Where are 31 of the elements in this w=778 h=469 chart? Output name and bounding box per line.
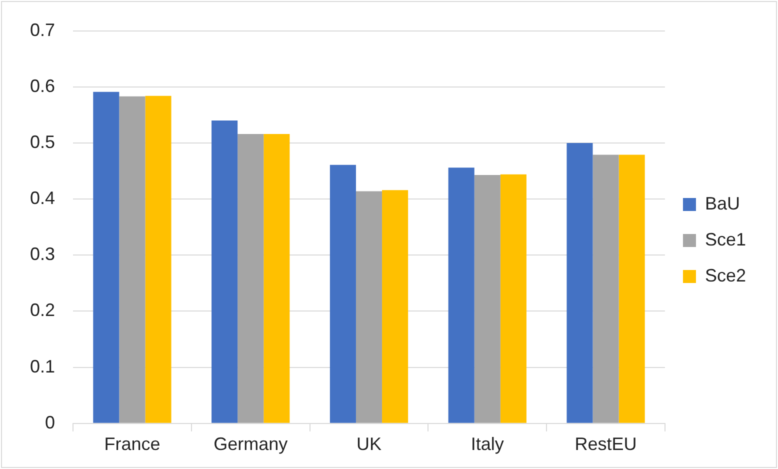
bar [238, 134, 264, 423]
bar [145, 96, 172, 423]
legend-label: Sce1 [704, 229, 746, 250]
bar [382, 190, 408, 423]
legend-label: Sce2 [704, 265, 746, 286]
legend-label: BaU [704, 193, 740, 214]
x-tick-label: France [104, 434, 160, 454]
bar [566, 142, 593, 423]
y-tick-label: 0.3 [30, 244, 56, 264]
bar [500, 174, 526, 423]
y-tick-label: 0.2 [30, 300, 56, 320]
x-tick-label: Italy [470, 434, 504, 454]
x-tick-label: UK [356, 434, 382, 454]
bar [618, 154, 645, 423]
bar [330, 164, 356, 423]
x-tick-label: RestEU [574, 434, 637, 454]
y-tick-label: 0.4 [30, 188, 56, 208]
bar [592, 154, 619, 423]
y-tick-label: 0.6 [30, 76, 56, 96]
y-tick-label: 0.5 [30, 132, 56, 152]
y-tick-label: 0.1 [30, 356, 56, 376]
bar [356, 191, 382, 423]
y-tick-label: 0.7 [30, 20, 56, 40]
bar [212, 120, 238, 423]
y-tick-label: 0 [45, 412, 56, 432]
bar [119, 96, 146, 423]
bar [448, 168, 474, 423]
x-tick-label: Germany [214, 434, 288, 454]
bar [264, 134, 290, 423]
bar [93, 92, 120, 423]
bar [474, 174, 500, 423]
